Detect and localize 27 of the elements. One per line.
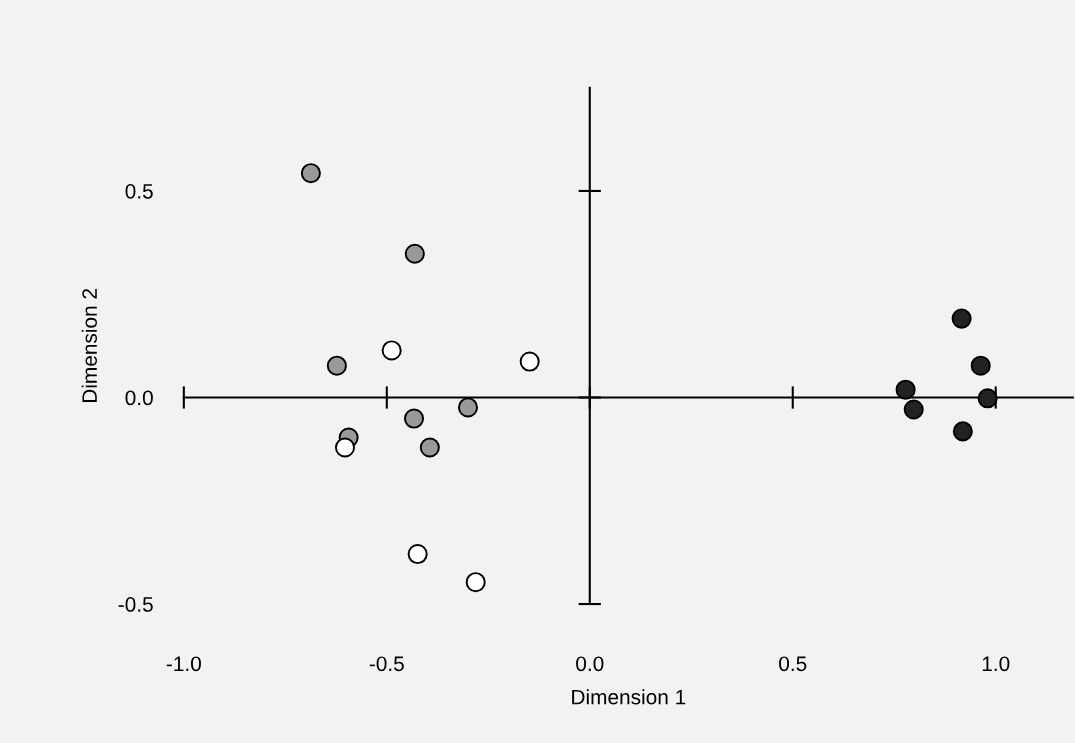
point [970,355,991,376]
point [977,388,998,409]
x-tick-label: -0.5 [369,656,404,672]
point [381,340,402,361]
point [326,355,347,376]
point [334,437,356,458]
y-axis-title: Dimension 2 [81,289,97,403]
point [419,437,440,458]
point [404,243,425,264]
point [300,163,321,184]
point [403,408,425,429]
point [903,399,924,420]
x-tick-label: -1.0 [166,656,201,672]
point [895,379,916,400]
point [465,572,486,593]
point [951,308,972,329]
x-axis-title: Dimension 1 [572,689,686,705]
x-tick-label: 1.0 [982,656,1010,672]
y-tick-label: 0.5 [125,183,153,199]
point [952,421,973,442]
point [457,397,479,418]
point [519,351,540,372]
point [407,544,428,565]
x-tick-label: 0.5 [779,656,807,672]
x-tick-label: 0.0 [576,656,604,672]
y-tick-label: -0.5 [118,597,153,612]
y-tick-label: 0.0 [125,390,153,406]
